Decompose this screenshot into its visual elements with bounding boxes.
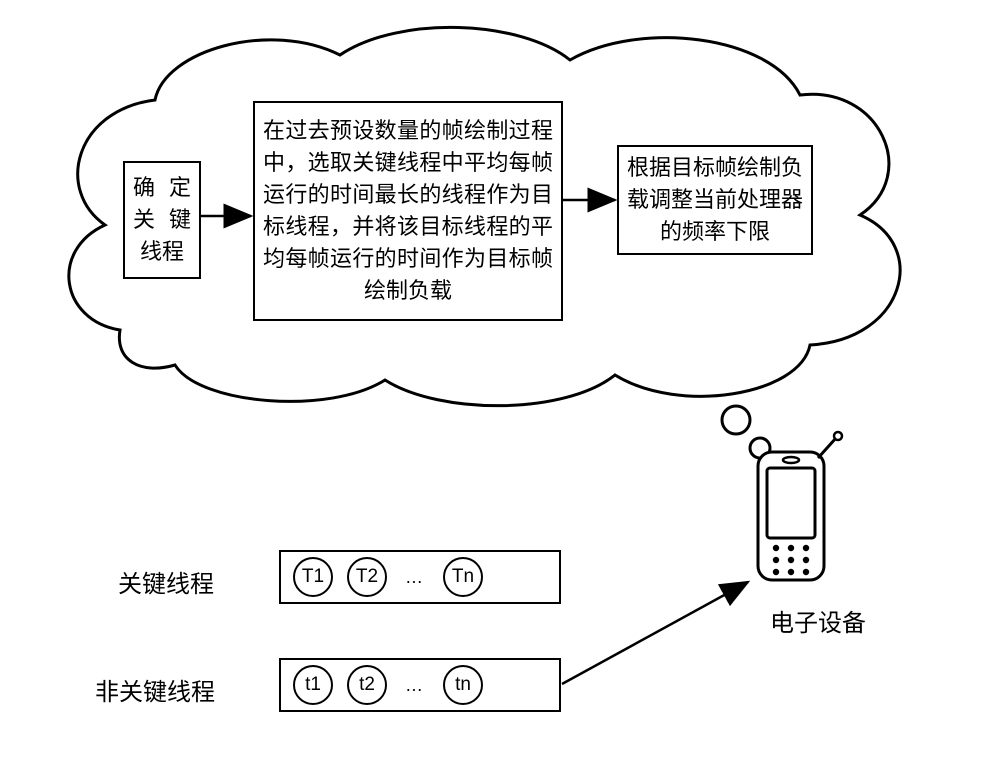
- flow-box-2-text: 在过去预设数量的帧绘制过程中，选取关键线程中平均每帧运行的时间最长的线程作为目标…: [255, 109, 561, 312]
- thread-key-dots: …: [401, 567, 429, 588]
- phone-anchor: [752, 450, 832, 596]
- diagram-stage: 确定关键线程 在过去预设数量的帧绘制过程中，选取关键线程中平均每帧运行的时间最长…: [0, 0, 1000, 762]
- arrow-row-phone: [562, 582, 748, 684]
- label-device: 电子设备: [770, 603, 866, 638]
- label-nonkey-thread: 非关键线程: [95, 672, 215, 707]
- thread-nonkey-2: t2: [347, 665, 387, 705]
- thread-row-key: T1 T2 … Tn: [279, 550, 561, 604]
- thread-nonkey-1: t1: [293, 665, 333, 705]
- thread-nonkey-n: tn: [443, 665, 483, 705]
- thought-puff-1: [722, 406, 750, 434]
- thread-nonkey-dots: …: [401, 675, 429, 696]
- flow-box-select-target-thread: 在过去预设数量的帧绘制过程中，选取关键线程中平均每帧运行的时间最长的线程作为目标…: [253, 101, 563, 321]
- thread-key-1: T1: [293, 557, 333, 597]
- thread-key-n: Tn: [443, 557, 483, 597]
- thread-row-nonkey: t1 t2 … tn: [279, 658, 561, 712]
- flow-box-3-text: 根据目标帧绘制负载调整当前处理器的频率下限: [619, 146, 811, 254]
- flow-box-adjust-frequency: 根据目标帧绘制负载调整当前处理器的频率下限: [617, 145, 813, 255]
- flow-box-determine-key-thread: 确定关键线程: [123, 161, 201, 279]
- label-key-thread: 关键线程: [118, 564, 214, 599]
- thread-key-2: T2: [347, 557, 387, 597]
- flow-box-1-text: 确定关键线程: [125, 166, 199, 274]
